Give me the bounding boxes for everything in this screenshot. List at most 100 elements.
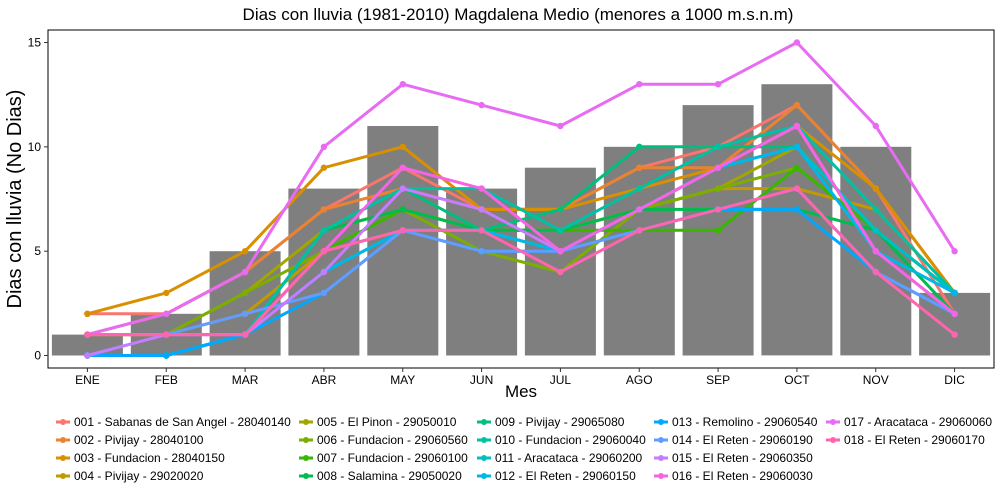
- series-point-3-ene: [84, 310, 91, 317]
- series-point-16-ago: [636, 206, 643, 213]
- series-point-10-jul: [557, 227, 564, 234]
- series-point-18-jul: [557, 268, 564, 276]
- x-axis: ENE FEB MAR ABR MAY JUN JUL AGO SEP OCT NOV DIC: [75, 368, 965, 387]
- series-point-17-oct: [793, 39, 801, 46]
- series-point-17-jun: [478, 101, 485, 109]
- series-point-15-abr: [320, 268, 328, 276]
- legend-key-point: [481, 455, 487, 461]
- series-point-9-jul: [557, 206, 564, 213]
- legend-key-point: [60, 473, 66, 479]
- series-point-17-may: [399, 81, 406, 88]
- y-axis-title: Dias con lluvia (No Dias): [4, 90, 26, 309]
- series-point-18-abr: [320, 248, 328, 255]
- legend-label: 008 - Salamina - 29050020: [317, 469, 462, 483]
- y-tick-label: 0: [34, 348, 41, 362]
- legend-key-point: [481, 437, 487, 443]
- legend-label: 016 - El Reten - 29060030: [672, 469, 813, 483]
- legend-item-6: 006 - Fundacion - 29060560: [299, 433, 468, 447]
- legend-label: 014 - El Reten - 29060190: [672, 433, 813, 447]
- bar-dic: [919, 292, 991, 356]
- bar-jun: [446, 188, 518, 356]
- series-point-14-jun: [478, 248, 485, 255]
- series-point-18-dic: [951, 331, 958, 338]
- series-point-10-ago: [636, 185, 643, 192]
- chart-title: Dias con lluvia (1981-2010) Magdalena Me…: [243, 5, 794, 24]
- series-point-13-oct: [793, 206, 801, 213]
- legend-label: 010 - Fundacion - 29060040: [495, 433, 646, 447]
- series-point-14-abr: [320, 289, 328, 297]
- series-point-3-may: [399, 143, 406, 150]
- x-tick-label: MAR: [232, 373, 259, 387]
- legend-item-3: 003 - Fundacion - 28040150: [56, 451, 225, 465]
- legend-key-point: [830, 419, 836, 425]
- series-point-16-nov: [872, 248, 879, 255]
- series-point-2-ago: [636, 164, 643, 171]
- legend-item-17: 017 - Aracataca - 29060060: [826, 415, 992, 429]
- legend-label: 009 - Pivijay - 29065080: [495, 415, 625, 429]
- series-point-3-feb: [163, 289, 170, 297]
- series-lines-layer: [85, 41, 957, 357]
- series-point-16-jun: [478, 185, 485, 192]
- legend-key-point: [303, 473, 309, 479]
- series-point-3-abr: [320, 164, 328, 171]
- series-point-18-jun: [478, 227, 485, 234]
- legend-label: 012 - El Reten - 29060150: [495, 469, 636, 483]
- legend-item-10: 010 - Fundacion - 29060040: [477, 433, 646, 447]
- legend-key-point: [658, 473, 664, 479]
- legend-item-18: 018 - El Reten - 29060170: [826, 433, 985, 447]
- series-point-16-jul: [557, 248, 564, 255]
- legend-key-point: [830, 437, 836, 443]
- series-point-17-jul: [557, 122, 564, 130]
- legend-key-point: [658, 437, 664, 443]
- series-point-10-nov: [872, 206, 879, 213]
- bar-ago: [603, 146, 675, 356]
- legend-item-5: 005 - El Pinon - 29050010: [299, 415, 457, 429]
- series-point-12-dic: [951, 289, 958, 297]
- legend-key-point: [658, 455, 664, 461]
- bars-layer: [51, 84, 991, 356]
- series-point-17-mar: [241, 268, 249, 276]
- x-tick-label: OCT: [784, 373, 810, 387]
- x-axis-title: Mes: [505, 382, 537, 401]
- series-point-16-oct: [793, 122, 801, 130]
- series-point-7-oct: [793, 164, 801, 171]
- y-tick-label: 15: [28, 36, 42, 50]
- series-point-12-oct: [793, 143, 801, 150]
- legend-label: 011 - Aracataca - 29060200: [495, 451, 643, 465]
- series-point-16-dic: [951, 310, 958, 317]
- legend-label: 017 - Aracataca - 29060060: [844, 415, 992, 429]
- series-point-2-oct: [793, 101, 801, 109]
- x-tick-label: MAY: [390, 373, 415, 387]
- series-point-15-ene: [84, 352, 91, 359]
- series-point-15-may: [399, 185, 406, 192]
- legend-key-point: [303, 455, 309, 461]
- series-point-18-ene: [84, 331, 91, 338]
- series-points-layer: [84, 39, 958, 359]
- series-line-18: [85, 187, 957, 337]
- series-point-18-nov: [872, 268, 879, 276]
- x-tick-label: AGO: [626, 373, 653, 387]
- series-point-3-nov: [872, 185, 879, 192]
- series-point-16-sep: [714, 164, 722, 171]
- series-point-13-feb: [163, 352, 170, 359]
- legend-item-11: 011 - Aracataca - 29060200: [477, 451, 643, 465]
- legend-item-9: 009 - Pivijay - 29065080: [477, 415, 625, 429]
- series-point-17-feb: [163, 310, 170, 317]
- x-tick-label: NOV: [863, 373, 889, 387]
- series-point-18-oct: [793, 185, 801, 192]
- legend-item-4: 004 - Pivijay - 29020020: [56, 469, 204, 483]
- series-point-17-ago: [636, 81, 643, 88]
- series-point-18-feb: [163, 331, 170, 338]
- legend-label: 002 - Pivijay - 28040100: [74, 433, 204, 447]
- series-point-18-ago: [636, 227, 643, 234]
- series-point-8-may: [399, 206, 406, 213]
- legend-key-point: [60, 455, 66, 461]
- legend-label: 005 - El Pinon - 29050010: [317, 415, 457, 429]
- series-point-10-abr: [320, 227, 328, 234]
- series-point-10-sep: [714, 143, 722, 150]
- series-point-16-may: [399, 164, 406, 171]
- series-point-17-nov: [872, 122, 879, 130]
- series-point-18-sep: [714, 206, 722, 213]
- legend: 001 - Sabanas de San Angel - 28040140 002…: [56, 415, 992, 483]
- legend-item-14: 014 - El Reten - 29060190: [654, 433, 813, 447]
